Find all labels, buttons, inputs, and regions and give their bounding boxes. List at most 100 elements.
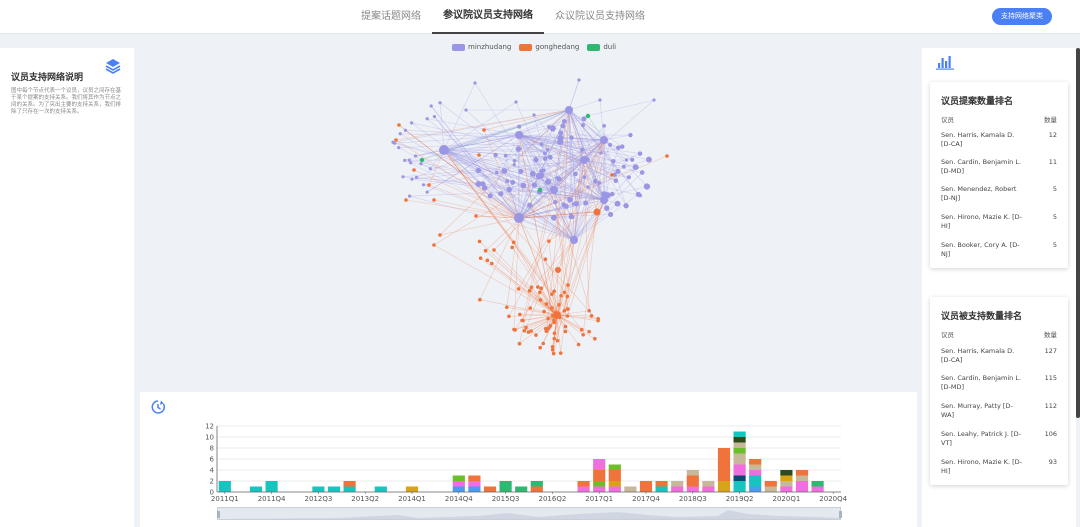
bar-segment [655,481,668,487]
table-row[interactable]: Sen. Harris, Kamala D. [D-CA] 12 [941,131,1057,149]
network-edge [518,176,585,219]
legend-item-gonghedang[interactable]: gonghedang [519,43,579,51]
x-tick-label: 2011Q1 [211,495,239,503]
network-edge [553,159,585,191]
tab-house-network[interactable]: 众议院议员支持网络 [555,11,645,22]
slider-handle-right[interactable] [839,511,842,518]
bar-segment [608,470,621,481]
table-row[interactable]: Sen. Harris, Kamala D. [D-CA] 127 [941,347,1057,365]
senator-name: Sen. Murray, Patty [D-WA] [941,402,1013,419]
network-node [513,328,517,332]
table-row[interactable]: Sen. Leahy, Patrick J. [D-VT] 106 [941,430,1057,448]
network-edge [583,159,629,178]
network-node [419,162,423,166]
senator-name: Sen. Harris, Kamala D. [D-CA] [941,131,1015,148]
network-edge [568,109,596,182]
bar-segment [733,481,746,492]
senate-support-network[interactable]: minzhudang gonghedang duli [134,40,922,390]
network-node [624,158,629,162]
network-node [550,186,558,194]
network-node [558,130,564,136]
table-row[interactable]: Sen. Booker, Cory A. [D-NJ] 5 [941,241,1057,259]
network-edge [583,159,624,167]
right-panel-scrollbar[interactable] [1076,48,1080,418]
network-edge [556,284,569,316]
network-node [581,332,585,337]
network-node [550,292,554,296]
table-row[interactable]: Sen. Hirono, Mazie K. [D-HI] 5 [941,213,1057,231]
bar-segment [452,481,465,487]
network-edge [430,105,520,219]
network-edge [568,109,639,195]
y-tick-label: 6 [210,456,215,464]
bar-segment [593,470,606,481]
network-node [553,200,558,205]
network-edge [443,82,476,151]
network-node [580,147,585,152]
table-row[interactable]: Sen. Murray, Patty [D-WA] 112 [941,402,1057,420]
network-node [610,173,614,177]
network-node [403,158,407,163]
network-edge [518,134,615,175]
network-node [555,267,561,273]
bar-segment [795,470,809,476]
senator-name: Sen. Harris, Kamala D. [D-CA] [941,347,1015,364]
network-graph-canvas[interactable] [134,40,922,390]
network-node [547,154,553,160]
network-node [643,183,651,190]
network-edge [556,314,561,354]
network-node [493,152,498,158]
network-edge [568,109,627,161]
nav-tabs: 提案话题网络 参议院议员支持网络 众议院议员支持网络 [350,0,656,34]
network-node [592,178,598,184]
network-edge [514,109,570,162]
bar-segment [530,486,543,492]
table-row[interactable]: Sen. Menendez, Robert [D-NJ] 5 [941,185,1057,203]
network-node [518,168,524,174]
network-edge [518,206,567,219]
legend-item-minzhudang[interactable]: minzhudang [452,43,511,51]
network-edge [539,292,558,316]
count-value: 5 [1052,213,1057,221]
network-edge [434,116,520,219]
network-node [478,297,482,302]
x-tick-label: 2020Q1 [773,495,801,503]
bar-segment [593,481,606,487]
tab-senate-network[interactable]: 参议院议员支持网络 [432,0,544,34]
network-edge [443,134,520,151]
network-edge [528,314,558,333]
network-edge [413,169,520,219]
network-edge [552,314,558,347]
senator-name: Sen. Booker, Cory A. [D-NJ] [941,241,1020,258]
network-node [487,193,493,199]
slider-handle-left[interactable] [217,511,220,518]
network-node [549,125,556,132]
network-edge [409,189,555,197]
network-node [537,187,543,193]
cluster-button[interactable]: 支持网络聚类 [992,8,1052,25]
network-node [474,214,478,218]
network-edge [514,109,570,162]
x-tick-label: 2012Q3 [305,495,333,503]
bar-segment [452,475,465,481]
legend-item-duli[interactable]: duli [587,43,616,51]
network-edge [568,109,627,206]
network-edge [575,139,605,175]
network-node [517,341,522,346]
tab-topic-network[interactable]: 提案话题网络 [361,11,421,22]
network-node [421,183,426,187]
network-edge [443,149,564,206]
network-node [527,288,532,293]
timeline-zoom-slider[interactable] [217,507,841,520]
bar-segment [655,486,668,492]
x-tick-label: 2015Q3 [492,495,520,503]
network-node [428,167,432,171]
table-row[interactable]: Sen. Cardin, Benjamin L. [D-MD] 115 [941,374,1057,392]
network-node [410,177,414,181]
table-row[interactable]: Sen. Cardin, Benjamin L. [D-MD] 11 [941,158,1057,176]
table-row[interactable]: Sen. Hirono, Mazie K. [D-HI] 93 [941,458,1057,476]
network-node [577,78,581,82]
senator-name: Sen. Cardin, Benjamin L. [D-MD] [941,158,1022,175]
network-edge [538,159,585,177]
network-edge [553,217,575,241]
